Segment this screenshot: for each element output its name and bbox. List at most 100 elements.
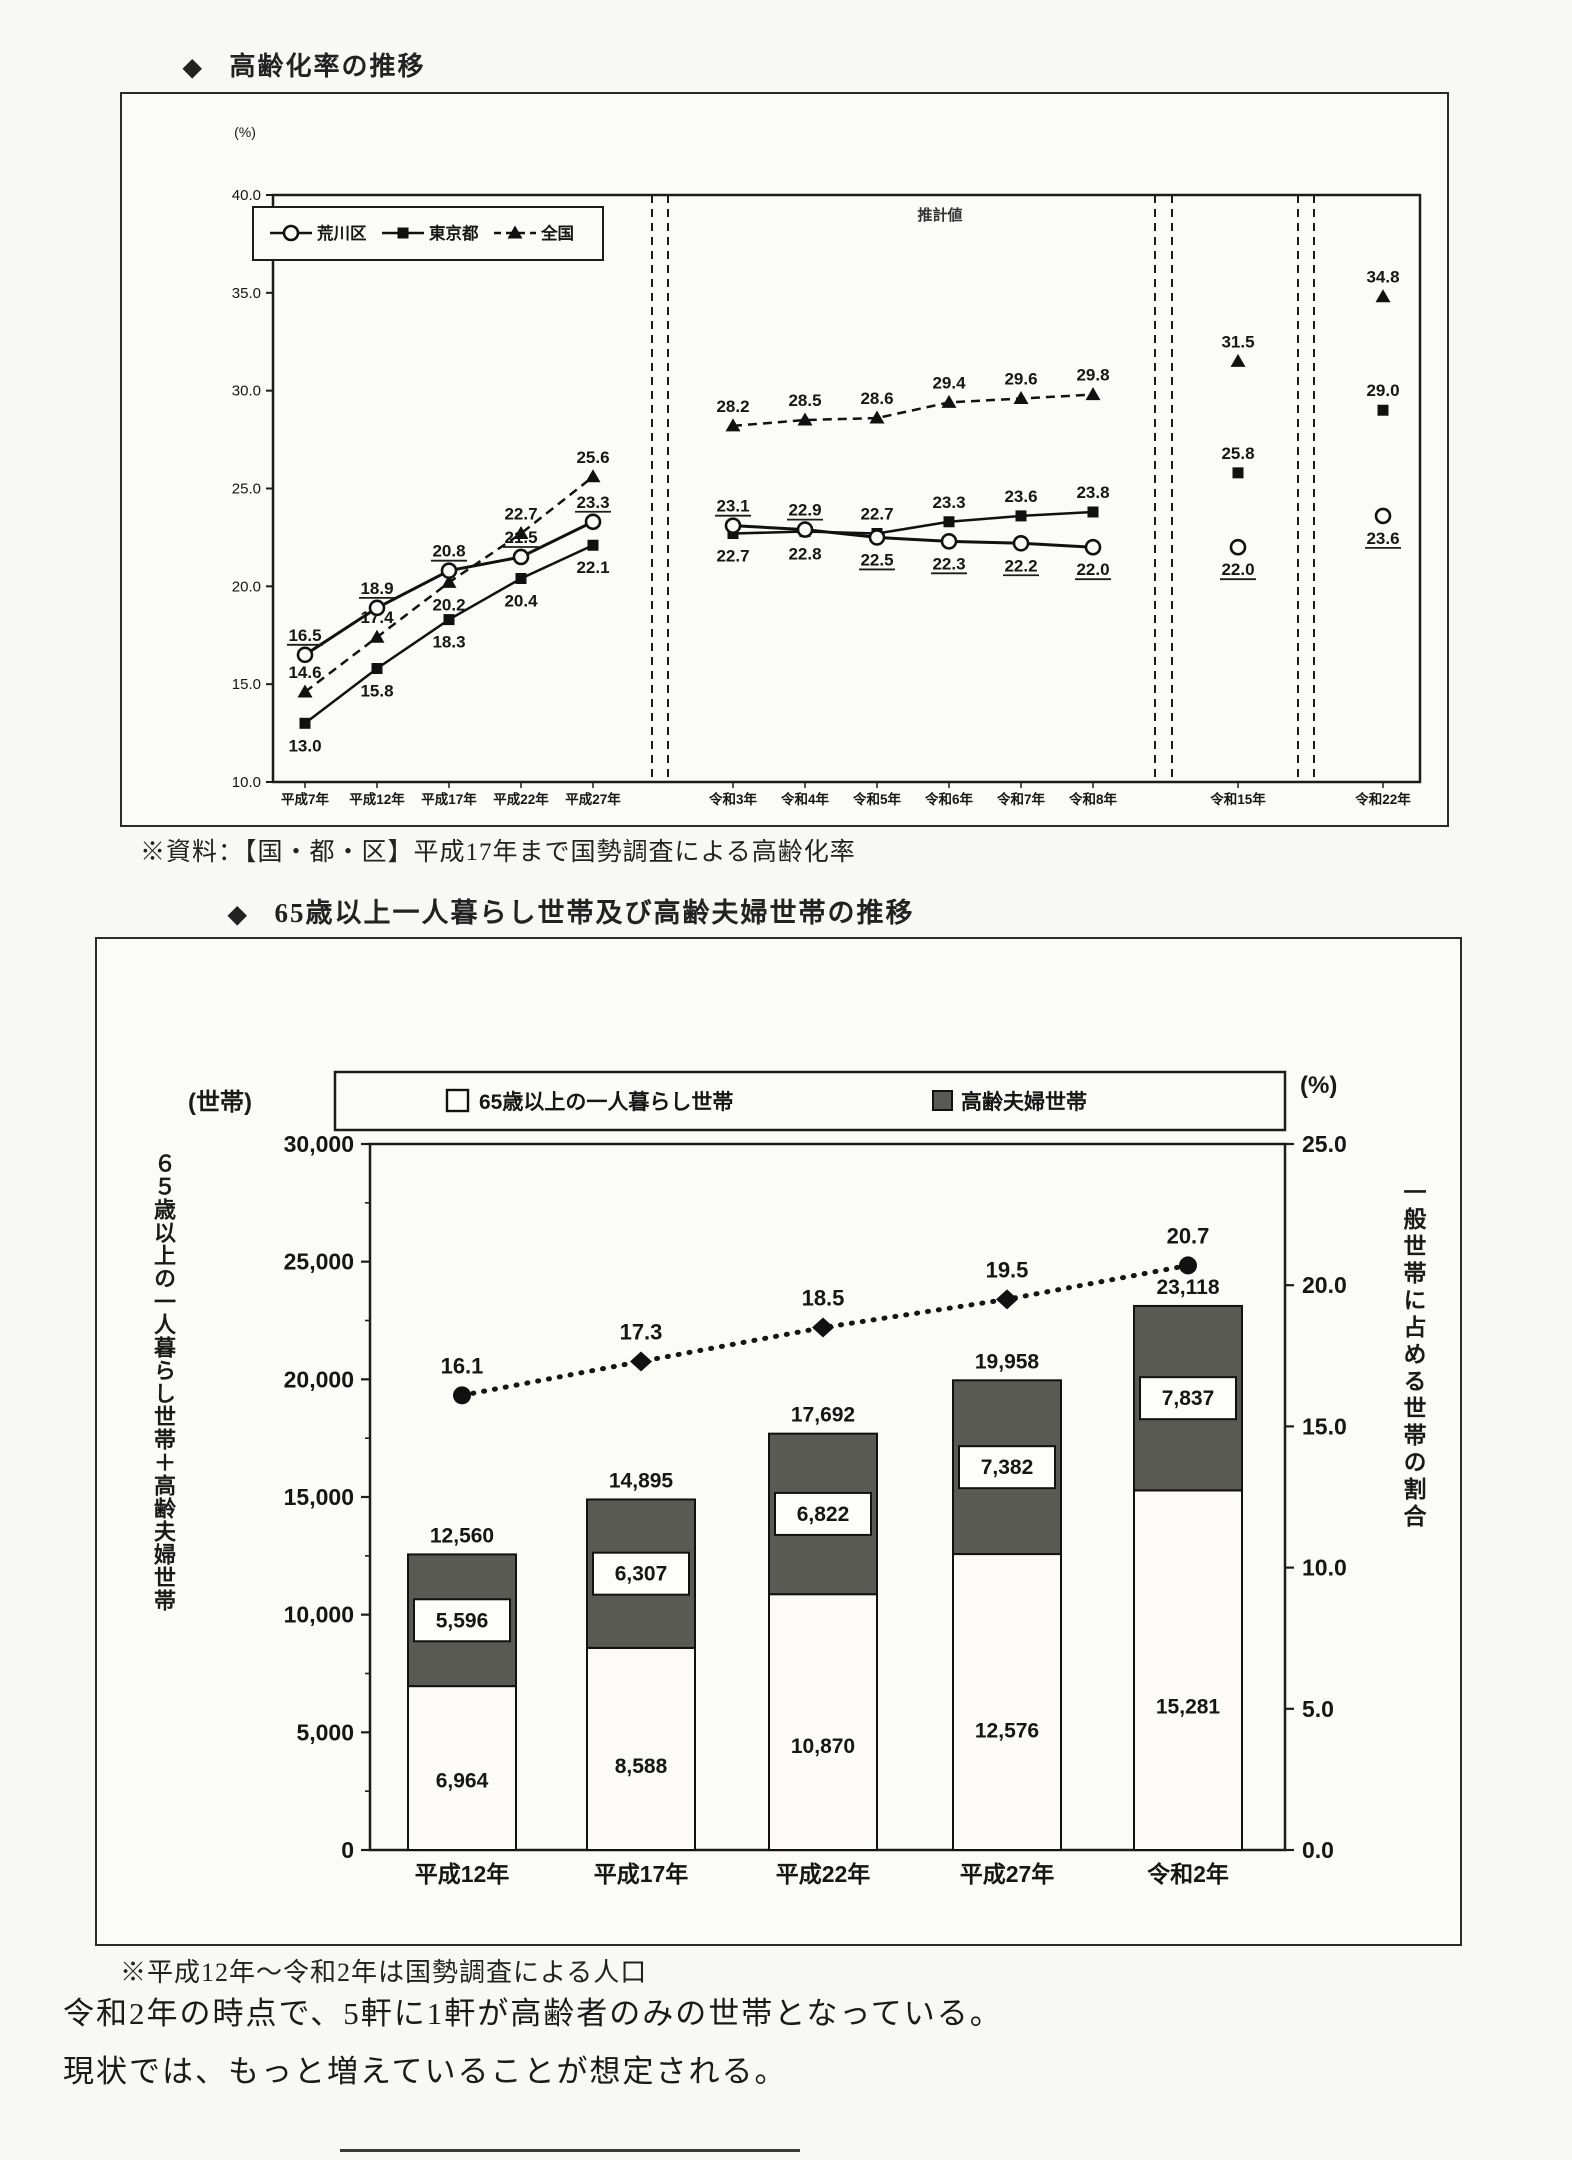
svg-text:25,000: 25,000 (284, 1249, 354, 1275)
svg-text:35.0: 35.0 (232, 285, 261, 302)
svg-text:0: 0 (341, 1837, 354, 1863)
svg-text:平成27年: 平成27年 (565, 791, 621, 807)
svg-text:20.0: 20.0 (1302, 1272, 1347, 1298)
svg-text:19,958: 19,958 (975, 1350, 1040, 1373)
svg-text:平成22年: 平成22年 (493, 791, 549, 807)
svg-text:7,382: 7,382 (981, 1456, 1034, 1479)
svg-text:10.0: 10.0 (232, 774, 261, 791)
aging-rate-line-chart: 40.0 35.0 30.0 25.0 20.0 15.0 10.0 (%) 平成7年 平成12年… (232, 124, 1422, 807)
svg-text:22.1: 22.1 (576, 558, 609, 577)
svg-text:16.5: 16.5 (288, 626, 321, 645)
svg-text:令和4年: 令和4年 (780, 791, 830, 807)
svg-text:6,822: 6,822 (797, 1503, 850, 1526)
svg-text:15,281: 15,281 (1156, 1695, 1221, 1718)
svg-text:20.2: 20.2 (432, 595, 465, 614)
svg-text:22.0: 22.0 (1076, 560, 1109, 579)
svg-text:14,895: 14,895 (609, 1469, 674, 1492)
svg-text:28.5: 28.5 (788, 391, 821, 410)
svg-text:12,576: 12,576 (975, 1720, 1039, 1743)
svg-text:令和15年: 令和15年 (1209, 791, 1266, 807)
aging-chart-title: ◆ 高齢化率の推移 (183, 46, 425, 83)
svg-text:令和5年: 令和5年 (852, 791, 902, 807)
svg-text:13.0: 13.0 (288, 736, 321, 755)
svg-text:22.7: 22.7 (860, 505, 893, 524)
svg-text:20.8: 20.8 (432, 542, 465, 561)
svg-text:(%): (%) (234, 124, 256, 140)
svg-text:7,837: 7,837 (1162, 1387, 1215, 1410)
svg-text:29.4: 29.4 (932, 373, 966, 392)
svg-text:25.6: 25.6 (576, 448, 609, 467)
svg-text:22.0: 22.0 (1221, 560, 1254, 579)
right-vertical-axis-label: 一般世帯に占める世帯の割合 (1400, 1180, 1426, 1531)
svg-text:令和8年: 令和8年 (1068, 791, 1118, 807)
svg-text:20,000: 20,000 (284, 1366, 354, 1392)
svg-text:平成22年: 平成22年 (776, 1861, 871, 1887)
svg-text:23.6: 23.6 (1004, 487, 1037, 506)
svg-text:23.1: 23.1 (716, 497, 749, 516)
svg-text:25.8: 25.8 (1221, 444, 1254, 463)
svg-text:34.8: 34.8 (1366, 268, 1399, 287)
svg-text:18.3: 18.3 (432, 633, 465, 652)
svg-text:25.0: 25.0 (232, 480, 261, 497)
svg-text:20.7: 20.7 (1167, 1223, 1210, 1248)
svg-text:23,118: 23,118 (1156, 1276, 1219, 1299)
svg-text:20.0: 20.0 (232, 578, 261, 595)
svg-text:5.0: 5.0 (1302, 1696, 1334, 1722)
svg-text:28.2: 28.2 (716, 397, 749, 416)
scan-artifact-line (340, 2149, 800, 2152)
svg-text:23.3: 23.3 (932, 493, 965, 512)
svg-text:30,000: 30,000 (284, 1131, 354, 1157)
svg-text:平成12年: 平成12年 (415, 1861, 510, 1887)
body-text-line-1: 令和2年の時点で、5軒に1軒が高齢者のみの世帯となっている。 (63, 1996, 1003, 2031)
svg-text:23.8: 23.8 (1076, 483, 1109, 502)
diamond-bullet-icon: ◆ (183, 55, 204, 81)
svg-text:平成17年: 平成17年 (594, 1861, 689, 1887)
svg-text:平成27年: 平成27年 (960, 1861, 1055, 1887)
svg-text:8,588: 8,588 (615, 1755, 668, 1778)
svg-text:21.5: 21.5 (504, 528, 537, 547)
svg-text:22.5: 22.5 (860, 550, 893, 569)
svg-text:31.5: 31.5 (1221, 332, 1254, 351)
svg-text:東京都: 東京都 (429, 223, 479, 243)
household-bar-chart: 30,000 25,000 20,000 15,000 10,000 5,000 0 25.0… (284, 1070, 1347, 1887)
right-axis-unit-label: (%) (1300, 1072, 1338, 1099)
svg-text:10,000: 10,000 (284, 1602, 354, 1628)
svg-text:17.3: 17.3 (620, 1319, 663, 1344)
left-axis-unit-label: (世帯) (188, 1089, 252, 1116)
svg-text:22.3: 22.3 (932, 554, 965, 573)
svg-text:18.5: 18.5 (802, 1286, 845, 1311)
svg-text:23.3: 23.3 (576, 493, 609, 512)
svg-text:18.9: 18.9 (360, 579, 393, 598)
svg-text:22.2: 22.2 (1004, 556, 1037, 575)
svg-text:29.0: 29.0 (1366, 381, 1399, 400)
svg-text:平成7年: 平成7年 (281, 791, 330, 807)
svg-text:15.0: 15.0 (232, 676, 261, 693)
household-chart-title-text: 65歳以上一人暮らし世帯及び高齢夫婦世帯の推移 (274, 898, 915, 928)
svg-text:16.1: 16.1 (441, 1353, 484, 1378)
svg-text:10.0: 10.0 (1302, 1555, 1347, 1581)
aging-chart-title-text: 高齢化率の推移 (229, 52, 426, 81)
svg-text:5,596: 5,596 (436, 1609, 489, 1632)
household-chart-note: ※平成12年～令和2年は国勢調査による人口 (120, 1958, 648, 1987)
svg-text:令和22年: 令和22年 (1354, 791, 1411, 807)
aging-chart-source-note: ※資料：【国・都・区】平成17年まで国勢調査による高齢化率 (140, 839, 856, 866)
svg-text:15,000: 15,000 (284, 1484, 354, 1510)
svg-text:5,000: 5,000 (296, 1719, 354, 1745)
svg-text:6,964: 6,964 (436, 1770, 489, 1793)
left-vertical-axis-label: ６５歳以上の一人暮らし世帯＋高齢夫婦世帯 (151, 1152, 176, 1612)
svg-text:28.6: 28.6 (860, 389, 893, 408)
svg-text:19.5: 19.5 (986, 1257, 1029, 1282)
svg-text:高齢夫婦世帯: 高齢夫婦世帯 (961, 1090, 1087, 1114)
svg-text:23.6: 23.6 (1366, 529, 1399, 548)
svg-text:令和3年: 令和3年 (708, 791, 758, 807)
svg-text:29.6: 29.6 (1004, 369, 1037, 388)
svg-text:22.7: 22.7 (504, 505, 537, 524)
svg-text:12,560: 12,560 (430, 1524, 494, 1547)
diamond-bullet-icon: ◆ (228, 902, 249, 928)
svg-text:30.0: 30.0 (232, 383, 261, 400)
svg-text:20.4: 20.4 (504, 592, 538, 611)
svg-text:40.0: 40.0 (232, 187, 261, 204)
svg-text:22.9: 22.9 (788, 501, 821, 520)
svg-text:15.8: 15.8 (360, 682, 393, 701)
